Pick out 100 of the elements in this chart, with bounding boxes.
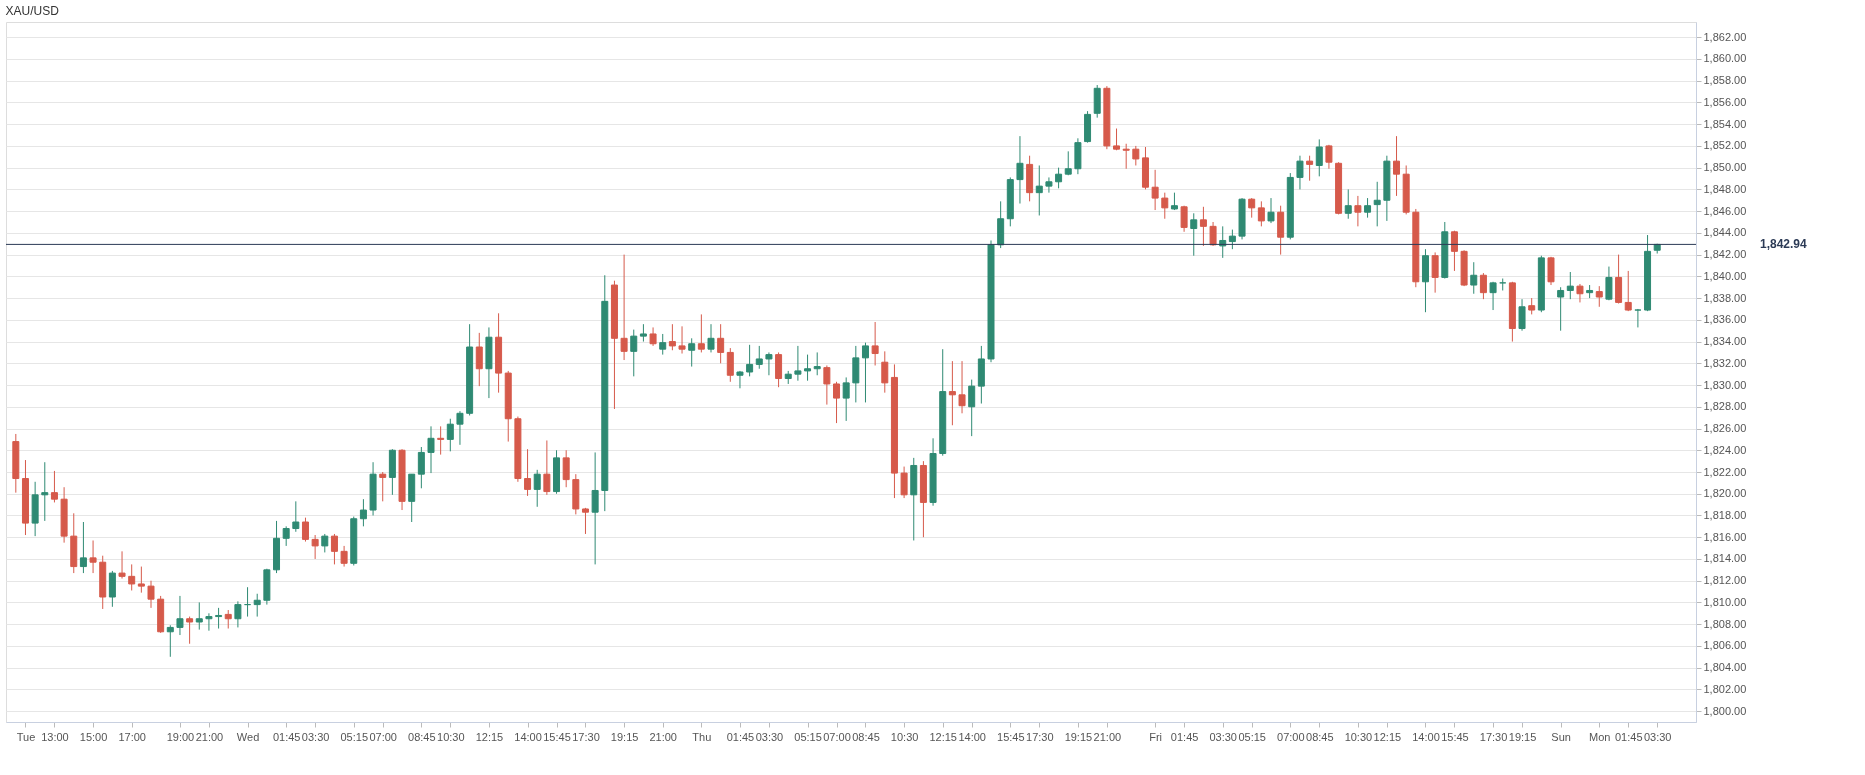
- y-tick-label: 1,830.00: [1703, 378, 1747, 391]
- x-tick-label: 08:45: [408, 730, 436, 743]
- candlestick: [736, 370, 744, 389]
- x-tick-label: 08:45: [1306, 730, 1334, 743]
- x-tick-label: 03:30: [1209, 730, 1237, 743]
- candlestick: [1325, 144, 1333, 170]
- candlestick: [1354, 195, 1362, 227]
- y-tick-label: 1,832.00: [1703, 356, 1747, 369]
- x-tick-label: 03:30: [1643, 730, 1672, 743]
- candlestick: [1113, 128, 1121, 151]
- x-tick-label: 17:30: [1026, 730, 1054, 743]
- candlestick: [321, 533, 329, 553]
- candlestick: [852, 345, 860, 403]
- x-tick-label: 07:00: [369, 730, 397, 743]
- candlestick: [89, 539, 97, 574]
- x-tick-label: 19:00: [166, 730, 195, 743]
- y-tick-label: 1,850.00: [1703, 161, 1747, 174]
- y-tick-label: 1,826.00: [1703, 422, 1747, 435]
- candlestick: [697, 313, 705, 353]
- candlestick: [1161, 192, 1169, 220]
- candlestick: [1257, 200, 1265, 227]
- candlestick: [842, 376, 850, 422]
- x-tick-label: 15:45: [997, 730, 1025, 743]
- candlestick: [147, 580, 155, 609]
- x-tick-label: Fri: [1149, 730, 1163, 743]
- candlestick: [195, 601, 203, 631]
- candlestick: [678, 325, 686, 355]
- x-tick-label: Sun: [1551, 730, 1571, 743]
- chart-title: XAU/USD: [5, 4, 60, 18]
- candlestick: [659, 333, 667, 356]
- candlestick: [861, 342, 869, 403]
- y-tick-label: 1,804.00: [1703, 661, 1747, 674]
- x-tick-label: 21:00: [649, 730, 677, 743]
- candlestick: [1557, 286, 1565, 332]
- candlestick: [871, 321, 879, 366]
- y-tick-label: 1,828.00: [1703, 400, 1747, 413]
- candlestick: [79, 521, 87, 574]
- y-tick-label: 1,822.00: [1703, 465, 1747, 478]
- y-tick-label: 1,840.00: [1703, 269, 1747, 282]
- candlestick: [581, 507, 589, 535]
- x-tick-label: 05:15: [340, 730, 369, 743]
- candlestick: [186, 616, 194, 645]
- y-tick-label: 1,856.00: [1703, 95, 1747, 108]
- candlestick: [108, 570, 116, 608]
- x-tick-label: Wed: [236, 730, 260, 743]
- x-tick-label: 14:00: [958, 730, 986, 743]
- x-tick-label: 10:30: [1344, 730, 1373, 743]
- candlestick: [1170, 192, 1178, 211]
- y-tick-label: 1,816.00: [1703, 530, 1747, 543]
- x-tick-label: 19:15: [1508, 730, 1537, 743]
- y-tick-label: 1,852.00: [1703, 139, 1747, 152]
- x-tick-label: 07:00: [823, 730, 851, 743]
- y-tick-label: 1,820.00: [1703, 487, 1747, 500]
- x-tick-label: 17:00: [118, 730, 146, 743]
- candlestick: [823, 364, 831, 406]
- candlestick: [1248, 197, 1256, 219]
- x-tick-label: 12:15: [475, 730, 504, 743]
- y-tick-label: 1,848.00: [1703, 182, 1747, 195]
- candlestick: [1064, 150, 1072, 176]
- y-tick-label: 1,800.00: [1703, 704, 1747, 717]
- candlestick: [1190, 212, 1198, 257]
- x-tick-label: 15:45: [1441, 730, 1469, 743]
- x-tick-label: 12:15: [1373, 730, 1402, 743]
- candlestick: [128, 563, 136, 591]
- candlestick: [1267, 197, 1275, 224]
- y-tick-label: 1,818.00: [1703, 508, 1747, 521]
- candlestick: [794, 345, 802, 382]
- candlestick: [1045, 176, 1053, 194]
- candlestick: [176, 595, 184, 636]
- candlestick: [311, 534, 319, 560]
- x-tick-label: 14:00: [514, 730, 542, 743]
- x-tick-label: 13:00: [41, 730, 69, 743]
- x-tick-label: Mon: [1589, 730, 1611, 743]
- y-tick-label: 1,808.00: [1703, 617, 1747, 630]
- candlestick: [118, 550, 126, 580]
- y-tick-label: 1,838.00: [1703, 291, 1747, 304]
- x-tick-label: 19:15: [610, 730, 639, 743]
- y-tick-label: 1,862.00: [1703, 30, 1747, 43]
- candlestick: [804, 354, 812, 382]
- x-tick-label: 05:15: [1238, 730, 1266, 743]
- y-tick-label: 1,842.00: [1703, 248, 1747, 261]
- x-tick-label: 17:30: [572, 730, 600, 743]
- x-tick-label: 10:30: [437, 730, 465, 743]
- x-tick-label: Thu: [692, 730, 712, 743]
- candlestick: [746, 344, 754, 377]
- candlestick: [330, 533, 338, 565]
- candlestick: [688, 337, 696, 368]
- y-tick-label: 1,836.00: [1703, 313, 1747, 326]
- x-tick-label: 03:30: [755, 730, 784, 743]
- x-tick-label: 05:15: [794, 730, 822, 743]
- x-tick-label: 10:30: [890, 730, 919, 743]
- candlestick: [1296, 155, 1304, 190]
- ref-line-label: 1,842.94: [1760, 237, 1808, 252]
- x-tick-label: 01:45: [726, 730, 755, 743]
- x-tick-label: 14:00: [1412, 730, 1440, 743]
- y-tick-label: 1,812.00: [1703, 574, 1747, 587]
- candlestick: [1035, 164, 1043, 216]
- y-tick-label: 1,854.00: [1703, 117, 1747, 130]
- candlestick: [639, 323, 647, 343]
- y-tick-label: 1,806.00: [1703, 639, 1747, 652]
